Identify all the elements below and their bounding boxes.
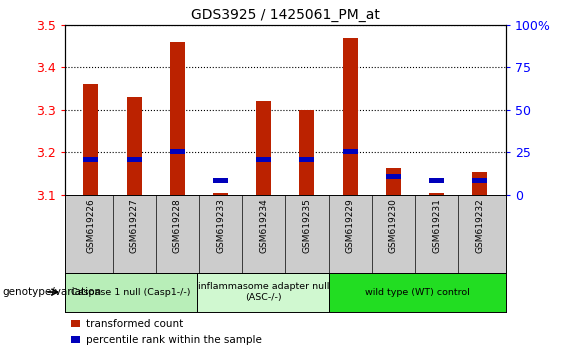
Text: GSM619231: GSM619231 [432,199,441,253]
Text: GSM619234: GSM619234 [259,199,268,253]
Text: GSM619230: GSM619230 [389,199,398,253]
Text: GSM619235: GSM619235 [302,199,311,253]
Text: transformed count: transformed count [86,319,184,329]
Bar [170,149,185,154]
Text: GSM619228: GSM619228 [173,199,182,253]
Text: GSM619229: GSM619229 [346,199,355,253]
Bar [84,157,98,162]
Text: GSM619232: GSM619232 [475,199,484,253]
Text: genotype/variation: genotype/variation [3,287,102,297]
Bar [342,149,358,154]
Bar [386,168,401,195]
Text: inflammasome adapter null
(ASC-/-): inflammasome adapter null (ASC-/-) [198,282,329,302]
Bar [197,273,329,312]
Text: Caspase 1 null (Casp1-/-): Caspase 1 null (Casp1-/-) [71,287,191,297]
Text: GSM619233: GSM619233 [216,199,225,253]
Title: GDS3925 / 1425061_PM_at: GDS3925 / 1425061_PM_at [191,8,380,22]
Bar [386,174,401,179]
Bar [213,178,228,183]
Bar [429,178,444,183]
Bar [256,101,271,195]
Text: percentile rank within the sample: percentile rank within the sample [86,335,262,345]
Bar [71,320,80,327]
Bar [71,336,80,343]
Bar [127,97,142,195]
Bar [472,178,487,183]
Bar [299,110,315,195]
Text: wild type (WT) control: wild type (WT) control [365,287,470,297]
Bar [213,193,228,195]
Bar [342,38,358,195]
Bar [329,273,506,312]
Bar [84,84,98,195]
Text: GSM619226: GSM619226 [86,199,95,253]
Bar [429,193,444,195]
Text: GSM619227: GSM619227 [129,199,138,253]
Bar [472,172,487,195]
Bar [170,42,185,195]
Bar [256,157,271,162]
Bar [299,157,315,162]
Bar [65,273,197,312]
Bar [127,157,142,162]
